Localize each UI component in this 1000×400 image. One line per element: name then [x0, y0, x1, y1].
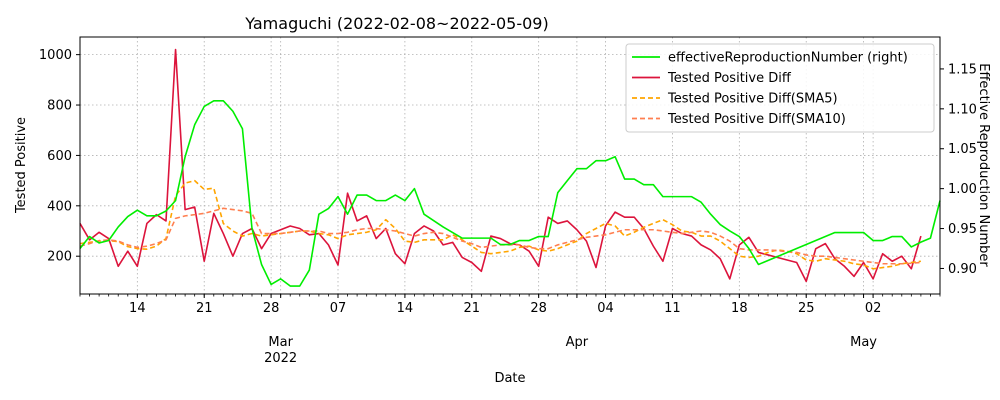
- left-axis: 200 400 600 800 1000: [39, 48, 80, 265]
- x-tick-label: 11: [664, 301, 681, 316]
- left-tick-label: 400: [47, 199, 72, 214]
- left-tick-label: 800: [47, 99, 72, 114]
- legend: effectiveReproductionNumber (right) Teste…: [625, 43, 935, 133]
- x-axis-label: Date: [494, 371, 525, 386]
- x-tick-label: 21: [464, 301, 481, 316]
- left-tick-label: 1000: [39, 48, 72, 63]
- right-axis-label: Effective Reproduction Number: [976, 63, 991, 267]
- series-line-0: [79, 100, 941, 287]
- x-tick-label: 02: [865, 301, 882, 316]
- legend-entry-1: Tested Positive Diff: [667, 71, 792, 86]
- x-month-label: Apr: [566, 335, 589, 350]
- x-tick-label: 21: [196, 301, 213, 316]
- legend-box: [625, 43, 935, 133]
- left-axis-label: Tested Positive: [14, 117, 29, 214]
- legend-entry-2: Tested Positive Diff(SMA5): [667, 92, 838, 107]
- legend-entry-0: effectiveReproductionNumber (right): [668, 51, 908, 66]
- series-layer: [79, 48, 941, 287]
- x-tick-label: 28: [263, 301, 280, 316]
- series-line-1: [79, 48, 922, 283]
- x-year-label: 2022: [264, 351, 297, 366]
- chart-title: Yamaguchi (2022-02-08~2022-05-09): [244, 14, 548, 33]
- right-tick-label: 1.00: [948, 182, 977, 197]
- x-month-label: May: [850, 335, 877, 350]
- left-tick-label: 600: [47, 149, 72, 164]
- right-tick-label: 1.05: [948, 142, 977, 157]
- right-tick-label: 0.90: [948, 262, 977, 277]
- x-tick-label: 07: [330, 301, 347, 316]
- x-tick-label: 04: [597, 301, 614, 316]
- x-tick-label: 25: [798, 301, 815, 316]
- x-tick-label: 28: [530, 301, 547, 316]
- x-tick-label: 18: [731, 301, 748, 316]
- legend-entry-3: Tested Positive Diff(SMA10): [667, 112, 846, 127]
- right-axis: 0.90 0.95 1.00 1.05 1.10 1.15: [940, 62, 977, 277]
- right-tick-label: 0.95: [948, 222, 977, 237]
- x-tick-label: 14: [397, 301, 414, 316]
- right-tick-label: 1.15: [948, 62, 977, 77]
- x-month-label: Mar: [268, 335, 293, 350]
- x-tick-label: 14: [129, 301, 146, 316]
- right-tick-label: 1.10: [948, 102, 977, 117]
- left-tick-label: 200: [47, 250, 72, 265]
